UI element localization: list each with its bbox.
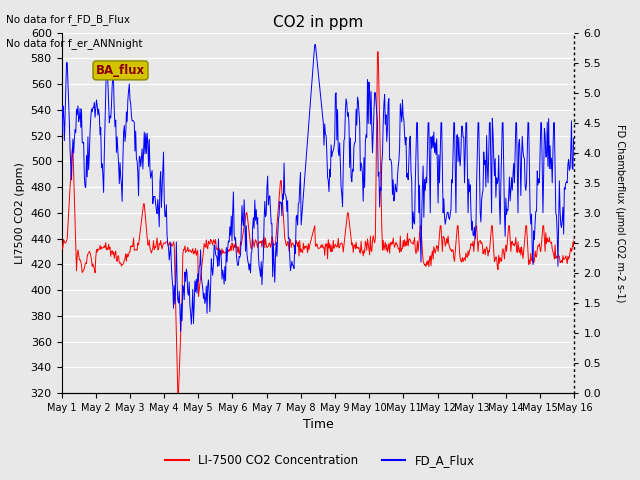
Legend: LI-7500 CO2 Concentration, FD_A_Flux: LI-7500 CO2 Concentration, FD_A_Flux xyxy=(161,449,479,472)
Text: No data for f_er_ANNnight: No data for f_er_ANNnight xyxy=(6,38,143,49)
Text: BA_flux: BA_flux xyxy=(96,64,145,77)
Y-axis label: LI7500 CO2 (ppm): LI7500 CO2 (ppm) xyxy=(15,162,25,264)
Title: CO2 in ppm: CO2 in ppm xyxy=(273,15,363,30)
Y-axis label: FD Chamberflux (μmol CO2 m-2 s-1): FD Chamberflux (μmol CO2 m-2 s-1) xyxy=(615,124,625,302)
Text: No data for f_FD_B_Flux: No data for f_FD_B_Flux xyxy=(6,14,131,25)
X-axis label: Time: Time xyxy=(303,419,333,432)
